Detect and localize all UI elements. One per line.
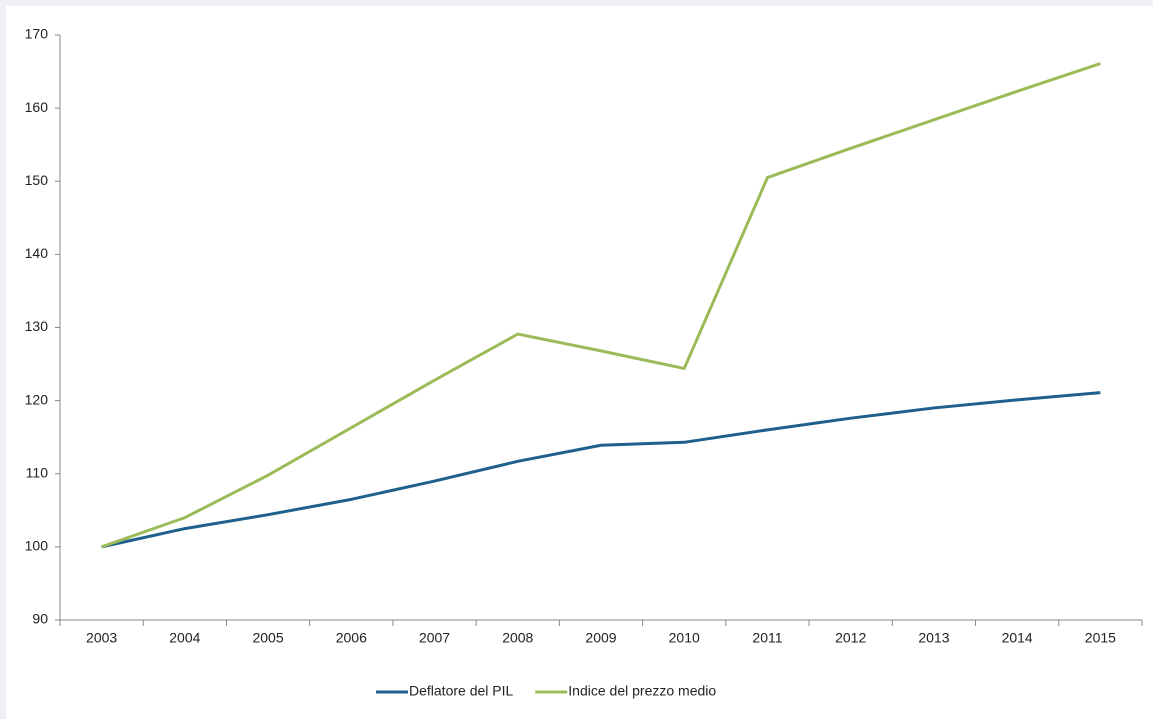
y-tick-label: 170: [25, 26, 49, 42]
y-tick-label: 120: [25, 391, 49, 407]
x-tick-label: 2006: [336, 630, 367, 646]
legend-label: Indice del prezzo medio: [568, 683, 716, 699]
x-tick-label: 2009: [585, 630, 616, 646]
y-tick-label: 150: [25, 172, 49, 188]
y-tick-label: 110: [26, 464, 49, 480]
x-tick-label: 2008: [502, 630, 533, 646]
legend-label: Deflatore del PIL: [409, 683, 513, 699]
x-tick-label: 2015: [1085, 630, 1116, 646]
x-tick-label: 2003: [86, 630, 117, 646]
y-tick-label: 130: [25, 318, 49, 334]
y-tick-label: 100: [25, 538, 49, 554]
chart-area: [6, 6, 1153, 719]
x-tick-label: 2013: [918, 630, 949, 646]
y-tick-label: 90: [32, 611, 48, 627]
x-tick-label: 2012: [835, 630, 866, 646]
x-tick-label: 2004: [169, 630, 200, 646]
x-tick-label: 2011: [752, 630, 782, 646]
series-line: [101, 62, 1101, 549]
y-tick-label: 160: [25, 99, 49, 115]
x-tick-label: 2007: [419, 630, 450, 646]
x-tick-label: 2014: [1002, 630, 1033, 646]
x-tick-label: 2005: [252, 630, 283, 646]
y-tick-label: 140: [25, 245, 49, 261]
x-tick-label: 2010: [669, 630, 700, 646]
series-line: [101, 391, 1101, 549]
